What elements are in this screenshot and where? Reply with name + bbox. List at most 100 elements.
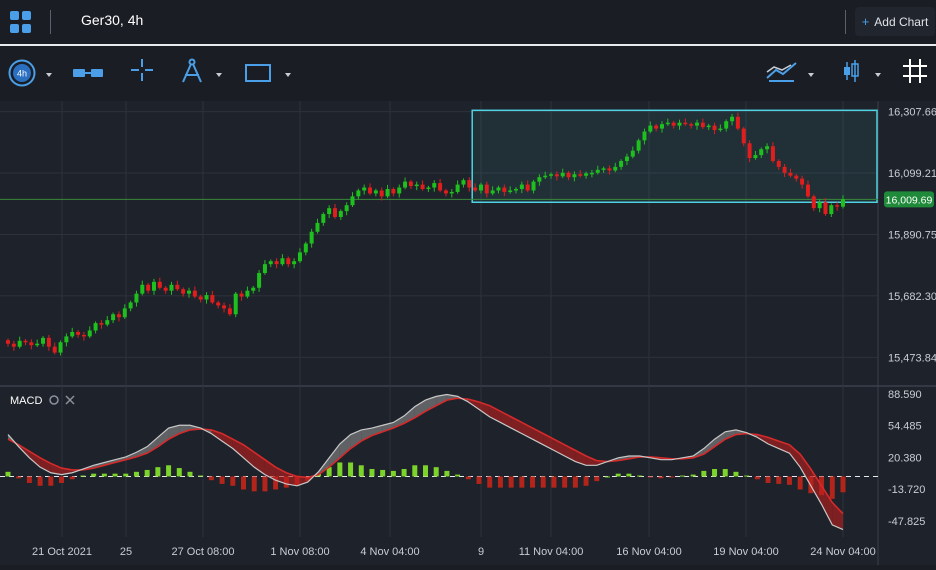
- candlestick-type-icon[interactable]: [842, 59, 860, 88]
- histogram-bar: [241, 476, 247, 490]
- time-axis-label: 16 Nov 04:00: [616, 546, 681, 558]
- separator: [845, 10, 846, 34]
- histogram-bar: [37, 476, 43, 486]
- cloud-segment: [703, 439, 715, 455]
- candle-body: [695, 122, 700, 126]
- macd-line: [7, 393, 844, 531]
- candle-body: [683, 122, 688, 125]
- candle-body: [759, 149, 764, 156]
- candle-body: [58, 342, 63, 353]
- apps-grid-icon[interactable]: [10, 11, 32, 33]
- current-price-label: 16,009.69: [886, 194, 933, 206]
- histogram-bar: [176, 468, 182, 477]
- candle-body: [17, 340, 22, 347]
- plus-icon: +: [861, 14, 870, 29]
- price-axis-label: 15,473.84: [888, 352, 936, 364]
- time-axis-label: 4 Nov 04:00: [360, 546, 419, 558]
- cloud-segment: [789, 444, 801, 468]
- candle-body: [309, 231, 314, 244]
- indicators-icon[interactable]: [766, 60, 798, 87]
- histogram-bar: [669, 476, 675, 478]
- candle-body: [589, 172, 594, 175]
- histogram-bar: [390, 470, 396, 477]
- timeframe-dropdown-icon[interactable]: [46, 73, 52, 77]
- candle-body: [677, 122, 682, 126]
- histogram-bar: [497, 476, 503, 488]
- histogram-bar: [80, 475, 86, 477]
- candle-body: [169, 284, 174, 291]
- candle-body: [654, 125, 659, 129]
- candle-body: [227, 308, 232, 315]
- cloud-segment: [264, 459, 276, 481]
- histogram-bar: [744, 475, 750, 477]
- shape-dropdown-icon[interactable]: [285, 73, 291, 77]
- chart-toolbar: 4h: [0, 46, 936, 98]
- cloud-segment: [425, 396, 437, 412]
- candle-body: [216, 302, 221, 306]
- cloud-segment: [810, 469, 822, 505]
- histogram-bar: [765, 476, 771, 483]
- cloud-segment: [329, 443, 340, 468]
- histogram-bar: [358, 465, 364, 477]
- histogram-bar: [401, 469, 407, 477]
- candle-body: [292, 261, 297, 265]
- candle-body: [134, 293, 139, 303]
- candle-body: [490, 190, 495, 194]
- candle-body: [753, 155, 758, 159]
- trendline-tool-icon[interactable]: [72, 66, 104, 85]
- histogram-bar: [583, 476, 589, 486]
- histogram-bar: [230, 476, 236, 486]
- cloud-segment: [436, 394, 447, 406]
- candle-body: [438, 183, 443, 191]
- compass-drawing-icon[interactable]: [179, 58, 205, 89]
- histogram-bar: [487, 476, 493, 488]
- cloud-segment: [575, 450, 587, 466]
- candle-body: [747, 143, 752, 159]
- histogram-bar: [465, 476, 471, 480]
- histogram-bar: [712, 469, 718, 477]
- candle-body: [718, 128, 723, 131]
- tab-ger30-4h[interactable]: Ger30, 4h: [53, 0, 165, 46]
- histogram-bar: [123, 473, 129, 477]
- candle-body: [397, 187, 402, 194]
- histogram-bar: [594, 476, 600, 482]
- candle-body: [449, 191, 454, 194]
- histogram-bar: [380, 469, 386, 477]
- candle-body: [222, 305, 227, 309]
- indicator-settings-icon[interactable]: [49, 395, 59, 405]
- histogram-bar: [658, 476, 664, 479]
- candle-body: [157, 281, 162, 288]
- candle-body: [426, 187, 431, 190]
- histogram-bar: [5, 471, 11, 477]
- candle-body: [508, 190, 513, 192]
- histogram-bar: [701, 470, 707, 477]
- candle-body: [233, 293, 238, 315]
- indicator-settings-icon-ring: [49, 395, 59, 405]
- cloud-segment: [821, 485, 833, 525]
- indicator-close-icon[interactable]: [65, 395, 75, 405]
- candlesticks: [6, 112, 845, 356]
- grid-toggle-icon[interactable]: [903, 59, 927, 88]
- candle-body: [350, 196, 355, 206]
- indicators-dropdown-icon[interactable]: [808, 73, 814, 77]
- histogram-bar: [840, 476, 846, 493]
- time-axis-label: 21 Oct 2021: [32, 546, 92, 558]
- drawing-dropdown-icon[interactable]: [216, 73, 222, 77]
- candle-body: [811, 196, 816, 209]
- chart-type-dropdown-icon[interactable]: [875, 73, 881, 77]
- histogram-bar: [647, 476, 653, 478]
- time-axis-label: 11 Nov 04:00: [519, 546, 584, 558]
- timeframe-button[interactable]: 4h: [8, 59, 36, 87]
- cloud-segment: [586, 455, 597, 466]
- histogram-bar: [797, 476, 803, 490]
- candle-body: [467, 180, 472, 188]
- rectangle-tool-icon[interactable]: [245, 64, 271, 87]
- time-axis-label: 25: [120, 546, 132, 558]
- crosshair-icon[interactable]: [131, 59, 153, 86]
- candle-body: [163, 287, 168, 291]
- add-chart-button[interactable]: + Add Chart: [855, 7, 935, 36]
- header-divider: [0, 44, 936, 46]
- chart-canvas[interactable]: 21 Oct 2021 25 27 Oct 08:00 1 Nov 08:00 4 No…: [0, 101, 936, 565]
- candle-body: [531, 181, 536, 191]
- candle-body: [187, 290, 192, 294]
